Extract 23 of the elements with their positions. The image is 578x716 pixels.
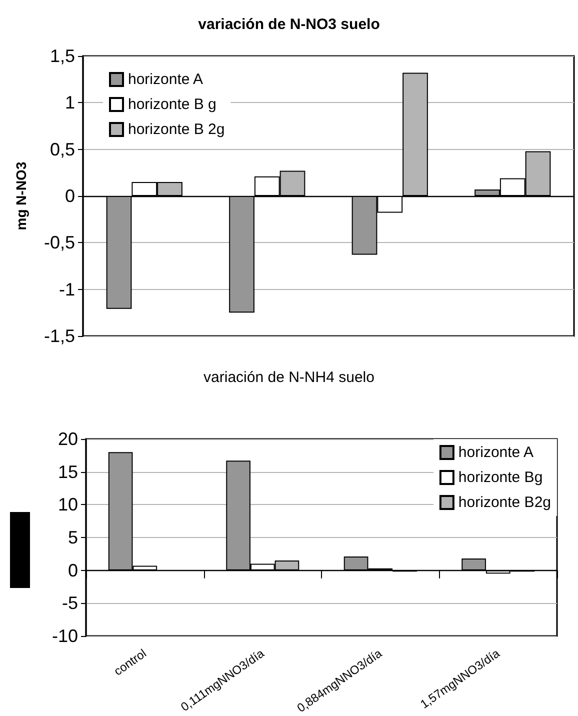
y-tick-label: 15 [58, 462, 78, 482]
y-tick-label: 1,5 [50, 46, 75, 66]
y-tick-label: -5 [62, 593, 78, 614]
y-tick-label: 0,5 [50, 139, 75, 160]
y-tick-label: 5 [68, 527, 78, 548]
legend-label: horizonte B2g [458, 494, 552, 511]
chart-title: variación de N-NO3 suelo [198, 16, 380, 33]
legend-label: horizonte A [458, 444, 534, 461]
legend-label: horizonte Bg [458, 469, 543, 486]
y-axis-title: mg N-NO3 [13, 162, 29, 230]
y-tick-label: -10 [52, 626, 78, 646]
y-tick-label: -1 [58, 279, 75, 300]
legend-label: horizonte A [128, 71, 204, 88]
y-tick-label: -1,5 [44, 326, 75, 346]
y-tick-label: 0 [68, 560, 78, 580]
legend-label: horizonte B g [128, 96, 216, 113]
y-tick-label: 1 [64, 92, 75, 113]
legend-label: horizonte B 2g [128, 121, 225, 138]
y-tick-label: -0,5 [44, 232, 75, 253]
y-tick-label: 10 [58, 494, 78, 515]
chart-title: variación de N-NH4 suelo [204, 369, 374, 386]
y-tick-label: 0 [64, 186, 75, 206]
y-tick-label: 20 [58, 429, 78, 449]
